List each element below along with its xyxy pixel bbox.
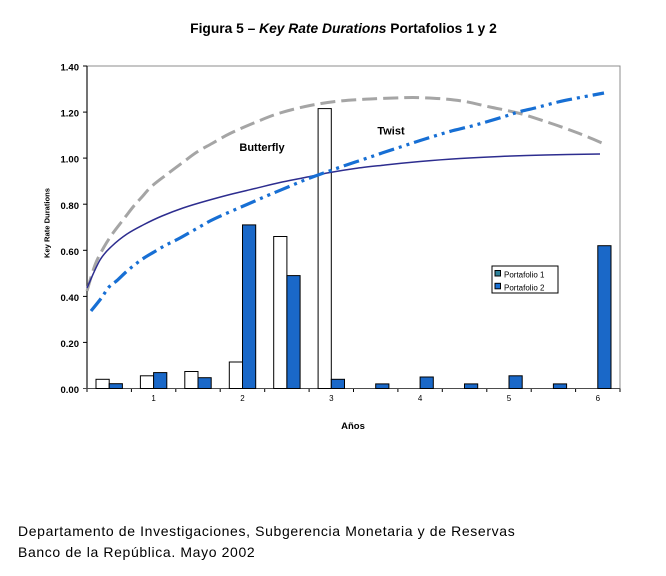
svg-text:Key Rate Durations: Key Rate Durations bbox=[43, 188, 52, 258]
svg-text:2: 2 bbox=[240, 394, 245, 403]
svg-text:6: 6 bbox=[596, 394, 601, 403]
svg-text:Portafolio 2: Portafolio 2 bbox=[504, 283, 545, 292]
svg-text:Años: Años bbox=[341, 421, 365, 432]
svg-text:5: 5 bbox=[507, 394, 512, 403]
svg-text:4: 4 bbox=[418, 394, 423, 403]
svg-text:0.00: 0.00 bbox=[61, 385, 80, 396]
svg-text:Portafolio 1: Portafolio 1 bbox=[504, 271, 545, 280]
svg-text:Butterfly: Butterfly bbox=[239, 142, 285, 154]
svg-text:0.60: 0.60 bbox=[61, 247, 80, 258]
svg-text:0.20: 0.20 bbox=[61, 339, 80, 350]
svg-text:3: 3 bbox=[329, 394, 334, 403]
svg-text:1.40: 1.40 bbox=[61, 63, 80, 74]
svg-text:0.80: 0.80 bbox=[61, 201, 80, 212]
svg-text:1.00: 1.00 bbox=[61, 155, 80, 166]
svg-text:0.40: 0.40 bbox=[61, 293, 80, 304]
svg-text:Twist: Twist bbox=[377, 126, 405, 138]
svg-text:1.20: 1.20 bbox=[61, 109, 80, 120]
svg-text:1: 1 bbox=[151, 394, 156, 403]
